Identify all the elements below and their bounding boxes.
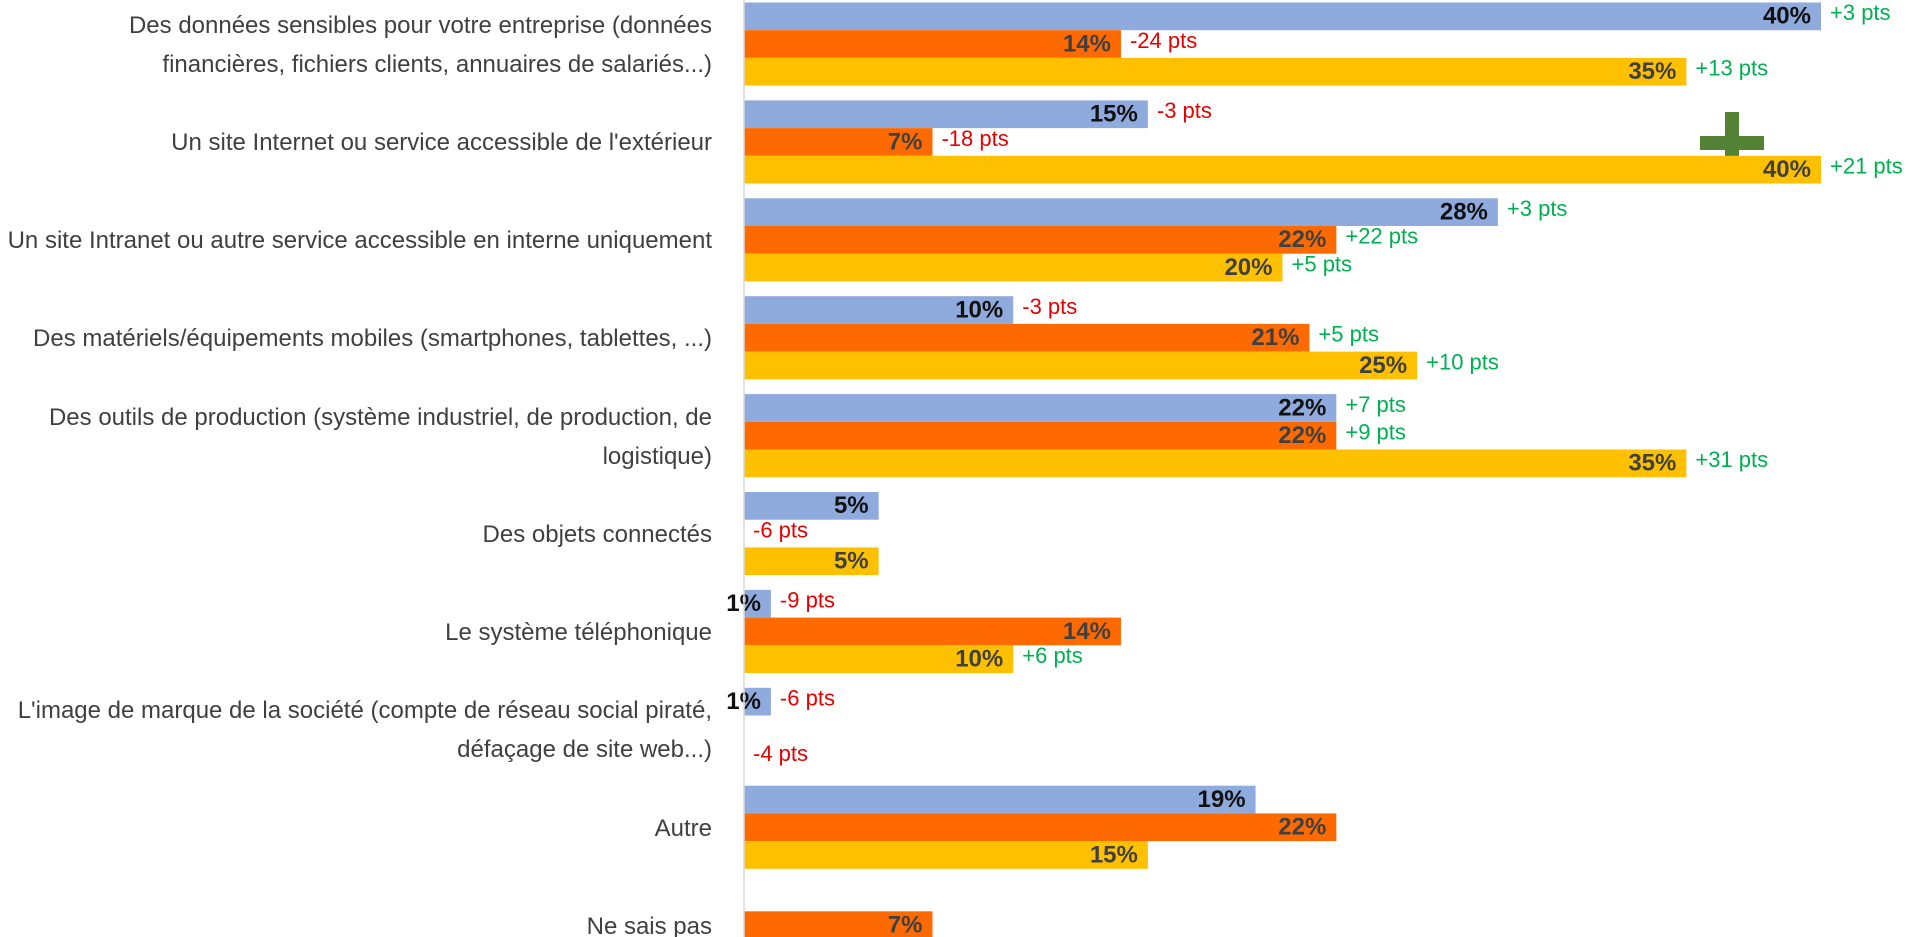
bar	[744, 617, 1121, 646]
value-label: 15%	[1090, 841, 1138, 868]
value-label: 10%	[955, 296, 1003, 323]
value-label: 40%	[1763, 3, 1811, 30]
category-label: L'image de marque de la société (compte …	[17, 697, 712, 764]
value-label: 20%	[1224, 254, 1272, 281]
delta-label: +22 pts	[1345, 224, 1418, 249]
bar	[744, 253, 1283, 282]
bar	[744, 492, 879, 520]
delta-label: +31 pts	[1695, 447, 1768, 472]
delta-label: -24 pts	[1130, 28, 1197, 53]
delta-label: +13 pts	[1695, 56, 1768, 81]
bar	[744, 841, 1148, 869]
value-label: 28%	[1440, 198, 1488, 225]
value-label: 14%	[1063, 30, 1111, 57]
bar	[744, 296, 1014, 324]
category-label: Un site Internet ou service accessible d…	[171, 129, 712, 157]
bar	[744, 394, 1337, 422]
delta-label: -6 pts	[780, 685, 835, 710]
bar	[744, 547, 879, 576]
bar	[744, 449, 1687, 478]
delta-label: +6 pts	[1022, 643, 1083, 668]
delta-label: +3 pts	[1507, 196, 1568, 221]
delta-label: -6 pts	[753, 517, 808, 542]
delta-label: -3 pts	[1157, 98, 1212, 123]
bar	[744, 687, 771, 716]
value-label: 35%	[1628, 58, 1676, 85]
bar	[744, 57, 1687, 86]
value-label: 22%	[1278, 226, 1326, 253]
delta-label: -9 pts	[780, 588, 835, 613]
category-label: Autre	[654, 814, 712, 842]
bar	[744, 128, 933, 156]
category-label: Des objets connectés	[482, 521, 712, 549]
delta-label: +21 pts	[1830, 153, 1903, 178]
delta-label: -3 pts	[1022, 294, 1077, 319]
value-label: 40%	[1763, 156, 1811, 183]
delta-label: +9 pts	[1345, 419, 1406, 444]
bar	[744, 155, 1821, 184]
bar	[744, 2, 1821, 31]
bar	[744, 351, 1418, 380]
value-label: 22%	[1278, 422, 1326, 449]
bar	[744, 226, 1337, 254]
category-label: Ne sais pas	[586, 912, 712, 937]
delta-label: +5 pts	[1318, 322, 1379, 347]
value-label: 21%	[1251, 324, 1299, 351]
value-label: 15%	[1090, 101, 1138, 128]
value-label: 35%	[1628, 450, 1676, 477]
value-label: 7%	[888, 911, 923, 937]
bar	[744, 323, 1310, 352]
bar	[744, 645, 1014, 673]
value-label: 5%	[834, 492, 869, 519]
bar	[744, 911, 933, 937]
delta-label: +5 pts	[1292, 251, 1353, 276]
delta-label: +7 pts	[1345, 392, 1406, 417]
bar	[744, 421, 1337, 450]
category-label: Le système téléphonique	[445, 618, 712, 646]
value-label: 5%	[834, 548, 869, 575]
category-label: Des outils de production (système indust…	[48, 403, 712, 470]
bar	[744, 813, 1337, 842]
delta-label: +3 pts	[1830, 0, 1891, 25]
bar	[744, 785, 1256, 814]
bar	[744, 30, 1121, 58]
delta-label: -18 pts	[941, 126, 1008, 151]
category-label: Des données sensibles pour votre entrepr…	[128, 12, 712, 79]
category-label: Un site Intranet ou autre service access…	[7, 227, 712, 255]
bar	[744, 589, 771, 618]
value-label: 19%	[1198, 786, 1246, 813]
bar	[744, 198, 1498, 226]
value-label: 25%	[1359, 352, 1407, 379]
bar	[744, 100, 1148, 129]
value-label: 10%	[955, 645, 1003, 672]
delta-label: -4 pts	[753, 741, 808, 766]
category-label: Des matériels/équipements mobiles (smart…	[33, 325, 712, 353]
value-label: 14%	[1063, 618, 1111, 645]
value-label: 22%	[1278, 814, 1326, 841]
delta-label: +10 pts	[1426, 349, 1499, 374]
value-label: 7%	[888, 128, 923, 155]
value-label: 22%	[1278, 394, 1326, 421]
